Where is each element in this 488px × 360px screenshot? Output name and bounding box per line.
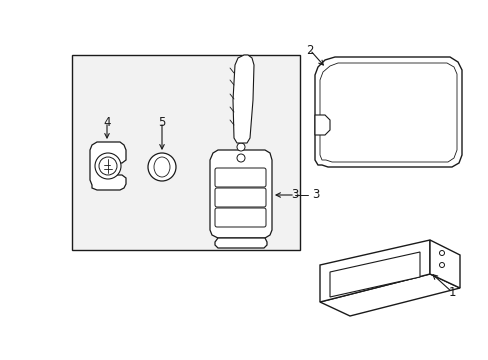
Text: 3: 3 — [291, 189, 298, 202]
Ellipse shape — [154, 157, 170, 177]
Polygon shape — [319, 274, 459, 316]
Text: 5: 5 — [158, 116, 165, 129]
Circle shape — [439, 251, 444, 256]
Circle shape — [99, 157, 117, 175]
Polygon shape — [209, 150, 271, 238]
Polygon shape — [319, 63, 456, 162]
Polygon shape — [90, 142, 126, 190]
Text: 2: 2 — [305, 44, 313, 57]
Circle shape — [148, 153, 176, 181]
FancyBboxPatch shape — [215, 208, 265, 227]
Text: 1: 1 — [447, 285, 455, 298]
Polygon shape — [314, 57, 461, 167]
Bar — [72, 55, 299, 250]
Circle shape — [237, 143, 244, 151]
Polygon shape — [215, 238, 266, 248]
Polygon shape — [329, 252, 419, 297]
Polygon shape — [319, 240, 429, 302]
Polygon shape — [232, 55, 253, 143]
Polygon shape — [429, 240, 459, 288]
Text: 4: 4 — [103, 116, 110, 129]
FancyBboxPatch shape — [215, 168, 265, 187]
Circle shape — [237, 154, 244, 162]
Circle shape — [439, 262, 444, 267]
Circle shape — [95, 153, 121, 179]
FancyBboxPatch shape — [215, 188, 265, 207]
Polygon shape — [314, 115, 329, 135]
Text: 3: 3 — [311, 189, 319, 202]
